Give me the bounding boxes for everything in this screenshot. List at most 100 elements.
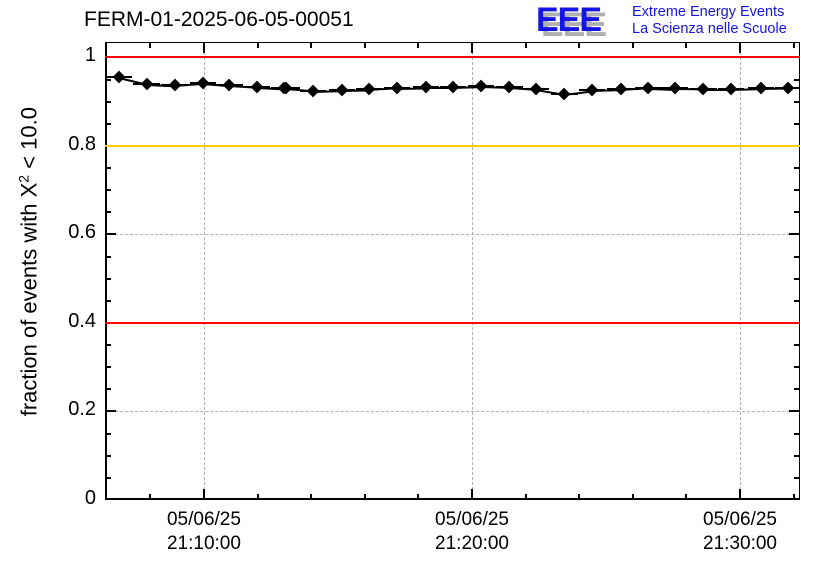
x-axis-minor-tick [256,42,259,48]
x-axis-minor-tick [631,42,634,48]
data-point-marker [250,80,264,94]
y-axis-tick-label: 0.4 [68,309,96,332]
y-axis-minor-tick [794,476,800,479]
eee-logo-text: Extreme Energy Events La Scienza nelle S… [632,4,787,38]
x-axis-minor-tick [792,494,795,500]
x-axis-minor-tick [739,494,742,500]
data-point-marker [196,76,210,90]
y-axis-minor-tick [794,255,800,258]
y-axis-tick-label: 0.6 [68,221,96,244]
grid-line-horizontal [105,411,800,413]
y-axis-minor-tick [105,78,111,81]
y-axis-minor-tick [794,432,800,435]
y-axis-minor-tick [105,454,111,457]
page-title: FERM-01-2025-06-05-00051 [84,8,354,31]
y-axis-title: fraction of events with X2 < 10.0 [15,107,42,417]
data-point-marker [585,83,599,97]
y-axis-minor-tick [794,167,800,170]
x-axis-minor-tick [685,494,688,500]
data-point-marker [697,82,710,96]
x-axis-minor-tick [149,42,152,48]
x-axis-tick-label-date: 05/06/25 [703,509,777,530]
x-axis-minor-tick [792,42,795,48]
x-axis-minor-tick [363,42,366,48]
x-axis-tick-label: 05/06/25 21:20:00 [392,508,552,556]
y-axis-minor-tick [794,78,800,81]
reference-line-upper-red-threshold [105,56,800,59]
grid-line-horizontal [105,234,800,236]
eee-logo: EEE EEE Extreme Energy Events La Scienza… [536,2,836,42]
y-axis-minor-tick [105,122,111,125]
eee-logo-shadow: EEE [541,6,607,44]
y-axis-minor-tick [105,344,111,347]
x-axis-tick [471,42,474,53]
data-point-marker [362,82,376,96]
series-line-segment [426,87,454,90]
y-axis-minor-tick [105,476,111,479]
data-point-marker [335,83,349,97]
y-axis-title-superscript: 2 [15,174,32,183]
x-axis-minor-tick [631,494,634,500]
x-axis-tick [202,489,205,500]
data-point-marker [754,81,768,95]
data-point-marker [306,84,320,98]
x-axis-minor-tick [739,42,742,48]
data-point-marker [529,82,543,96]
data-point-marker [474,79,488,93]
y-axis-tick [789,233,800,236]
y-axis-tick-label: 1 [84,44,96,67]
y-axis-minor-tick [794,388,800,391]
plot-area [105,42,800,500]
y-axis-minor-tick [794,100,800,103]
eee-logo-line2: La Scienza nelle Scuole [632,21,787,37]
x-axis-minor-tick [149,494,152,500]
y-axis-minor-tick [794,122,800,125]
plot-frame [105,42,800,500]
x-axis-tick [202,42,205,53]
x-axis-tick-label-time: 21:20:00 [435,533,509,554]
y-axis-minor-tick [105,189,111,192]
data-point-marker [781,81,795,94]
y-axis-minor-tick [105,100,111,103]
data-point-marker [168,78,181,92]
x-axis-minor-tick [363,494,366,500]
y-axis-minor-tick [105,277,111,280]
grid-line-vertical [472,42,474,500]
data-point-marker [614,82,628,96]
eee-logo-mark: EEE [536,1,602,39]
y-axis-minor-tick [794,277,800,280]
x-axis-tick-label-time: 21:30:00 [703,533,777,554]
grid-line-vertical [740,42,742,500]
y-axis-minor-tick [105,366,111,369]
x-axis-tick-label-date: 05/06/25 [435,509,509,530]
x-axis-minor-tick [578,42,581,48]
data-point-marker [223,78,236,92]
data-point-marker [724,82,738,96]
x-axis-tick-label: 05/06/25 21:10:00 [124,508,284,556]
x-axis-tick [471,489,474,500]
y-axis-tick [105,410,116,413]
y-axis-tick-label: 0.2 [68,398,96,421]
data-point-marker [419,80,433,94]
y-axis-minor-tick [794,211,800,214]
x-axis-minor-tick [685,42,688,48]
y-axis-minor-tick [105,255,111,258]
y-axis-tick-label: 0 [84,487,96,509]
y-axis-minor-tick [105,299,111,302]
x-axis-minor-tick [578,494,581,500]
x-axis-minor-tick [256,494,259,500]
data-point-marker [446,80,460,94]
data-point-marker [668,82,682,95]
reference-line-lower-red-threshold [105,321,800,324]
y-axis-minor-tick [105,432,111,435]
y-axis-tick-label: 0.8 [68,132,96,155]
y-axis-tick [789,410,800,413]
eee-logo-line1: Extreme Energy Events [632,4,785,20]
x-axis-minor-tick [310,42,313,48]
data-point-marker [558,87,571,101]
series-line-segment [703,88,732,91]
y-axis-minor-tick [794,366,800,369]
x-axis-minor-tick [524,42,527,48]
x-axis-tick-label: 05/06/25 21:30:00 [660,508,820,556]
